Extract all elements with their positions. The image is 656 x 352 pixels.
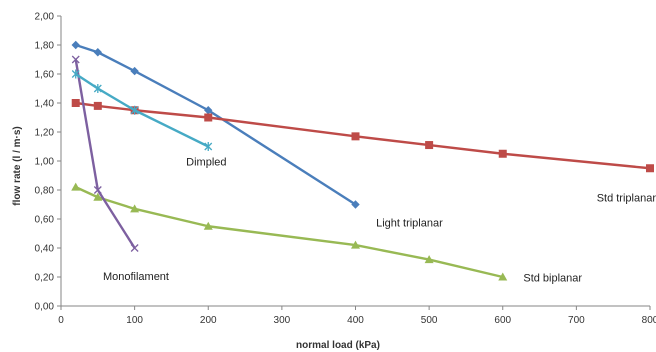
y-tick-label: 0,80 [35,186,55,197]
series-label-dimpled: Dimpled [186,156,226,168]
data-point [71,69,80,79]
series-monofilament [71,55,139,252]
data-point [93,192,103,201]
y-tick-label: 1,20 [35,128,55,139]
series-labels: Light triplanar Std triplanar Std biplanar… [103,156,656,284]
x-tick-label: 100 [126,315,143,326]
y-tick-label: 2,00 [35,12,55,23]
y-tick-label: 0,20 [35,273,55,284]
x-tick-label: 200 [200,315,217,326]
series-label-light-triplanar: Light triplanar [376,217,443,229]
series-label-std-triplanar: Std triplanar [597,193,656,205]
y-tick-label: 0,00 [35,302,55,313]
series-light-triplanar [71,40,360,209]
x-tick-label: 700 [568,315,585,326]
series-layer [71,40,654,281]
y-tick-label: 0,40 [35,244,55,255]
y-tick-label: 1,40 [35,99,55,110]
series-dimpled [71,69,213,151]
data-point [71,40,80,50]
x-tick-label: 800 [642,315,656,326]
data-point [93,186,102,194]
series-std-triplanar [71,99,654,173]
data-point [93,101,102,110]
series-std-biplanar [71,182,508,281]
data-point [646,164,654,173]
series-line [75,101,651,170]
x-tick-label: 600 [494,315,511,326]
series-label-monofilament: Monofilament [103,271,169,283]
y-tick-label: 1,00 [35,157,55,168]
axes: 0,00 0,20 0,40 0,60 0,80 1,00 1,20 1,40 1,60 1,80… [35,12,656,327]
y-tick-label: 1,60 [35,70,55,81]
data-point [204,106,213,115]
data-point [351,200,360,209]
data-point [130,244,139,252]
series-line [75,186,504,279]
data-point [130,66,139,76]
x-axis-title: normal load (kPa) [296,340,380,351]
data-point [130,204,140,213]
series-line [75,72,209,148]
data-point [498,272,508,281]
x-tick-label: 400 [347,315,364,326]
y-tick-label: 0,60 [35,215,55,226]
y-tick-label: 1,80 [35,41,55,52]
x-tick-label: 300 [274,315,291,326]
data-point [130,105,139,115]
x-tick-label: 0 [58,315,64,326]
series-label-std-biplanar: Std biplanar [523,272,582,284]
data-point [71,99,80,107]
data-point [204,142,213,151]
data-point [93,48,103,57]
x-tick-label: 500 [421,315,438,326]
data-point [93,84,102,93]
data-point [498,149,507,158]
series-line [74,59,136,249]
data-point [351,240,360,249]
series-line [75,43,357,206]
data-point [71,55,80,64]
y-axis-title: flow rate (l / m·s) [12,126,23,205]
data-point [425,141,434,150]
data-point [351,132,360,141]
data-point [203,221,213,230]
data-point [424,255,434,264]
data-point [71,182,81,191]
data-point [204,113,213,122]
